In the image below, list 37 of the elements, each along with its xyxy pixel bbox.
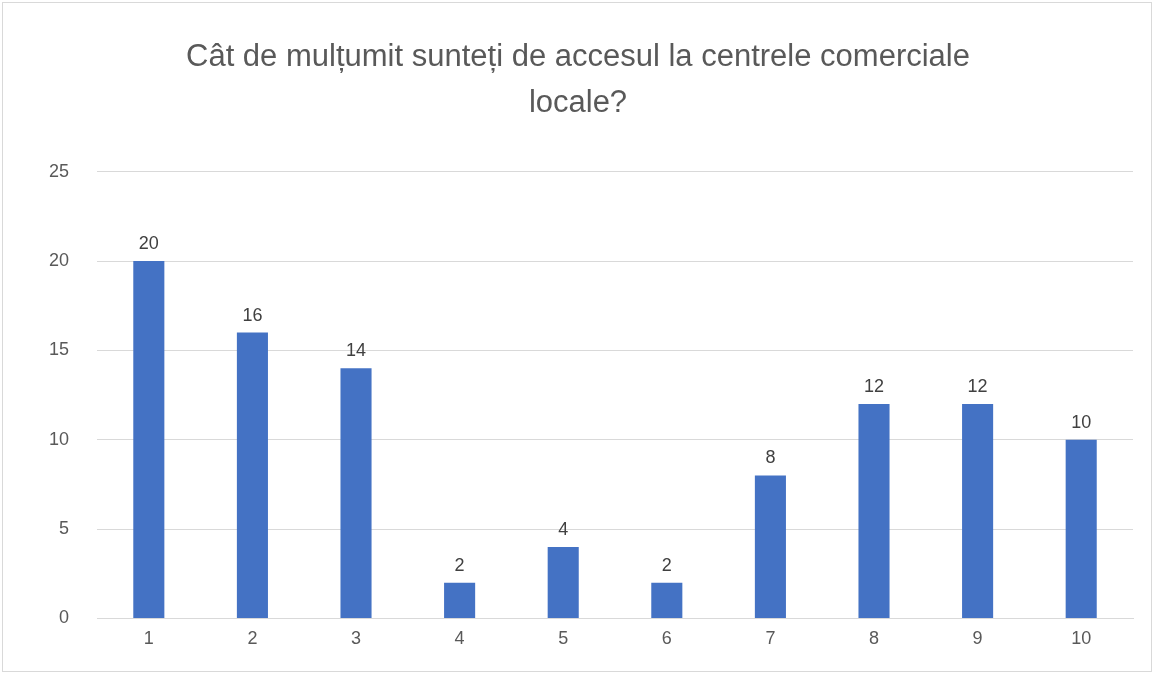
- bar: [962, 404, 994, 618]
- y-tick-label: 25: [48, 160, 70, 181]
- bar: [651, 582, 683, 618]
- bar: [236, 332, 268, 618]
- x-tick-label: 4: [454, 628, 465, 649]
- chart-title: Cât de mulțumit sunteți de accesul la centrele comerciale locale?: [185, 37, 971, 121]
- y-tick-label: 20: [48, 250, 70, 271]
- x-tick-label: 5: [558, 628, 569, 649]
- bar: [444, 582, 476, 618]
- y-tick-label: 10: [48, 428, 70, 449]
- data-label: 20: [138, 233, 159, 254]
- data-label: 2: [454, 554, 465, 575]
- x-tick-label: 6: [661, 628, 672, 649]
- data-label: 14: [346, 340, 367, 361]
- x-tick-label: 9: [972, 628, 983, 649]
- x-tick-label: 2: [247, 628, 258, 649]
- bar: [340, 368, 372, 618]
- data-label: 8: [765, 447, 776, 468]
- x-tick-label: 8: [869, 628, 880, 649]
- y-tick-label: 15: [48, 339, 70, 360]
- x-tick-label: 1: [143, 628, 154, 649]
- bar: [547, 546, 579, 618]
- data-label: 10: [1071, 411, 1092, 432]
- y-tick-label: 0: [59, 607, 70, 628]
- bar: [1065, 439, 1097, 618]
- y-tick-label: 5: [59, 518, 70, 539]
- data-label: 4: [558, 518, 569, 539]
- x-tick-label: 7: [765, 628, 776, 649]
- bar: [754, 475, 786, 618]
- bar: [133, 261, 165, 618]
- data-label: 16: [242, 304, 263, 325]
- data-label: 2: [661, 554, 672, 575]
- data-label: 12: [967, 376, 988, 396]
- x-tick-label: 10: [1071, 628, 1092, 649]
- data-label: 12: [863, 376, 885, 396]
- x-tick-label: 3: [351, 628, 362, 649]
- bar: [858, 404, 890, 618]
